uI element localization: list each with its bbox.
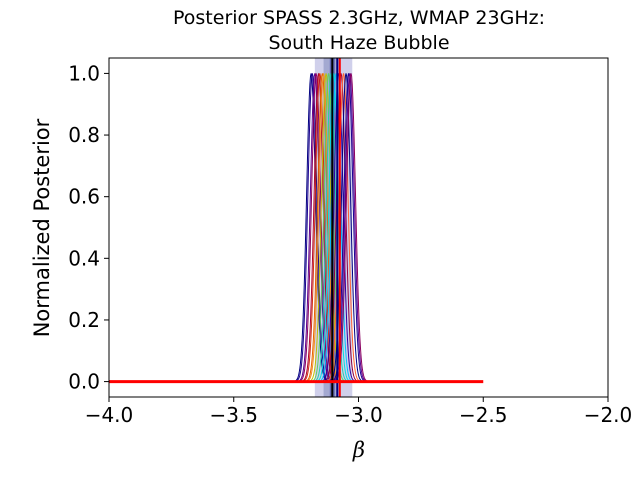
x-axis-label: β bbox=[352, 438, 365, 462]
x-tick-label: −2.0 bbox=[584, 403, 633, 427]
x-tick-label: −3.5 bbox=[209, 403, 258, 427]
y-tick-label: 1.0 bbox=[68, 61, 100, 85]
posterior-curve bbox=[318, 73, 355, 382]
axis-ticks: −4.0 −3.5 −3.0 −2.5 −2.0 0.0 0.2 0.4 0.6 0.8 1.0 bbox=[68, 61, 632, 427]
posterior-curve bbox=[320, 73, 357, 382]
y-tick-label: 0.4 bbox=[68, 246, 100, 270]
axes-frame bbox=[108, 57, 609, 398]
posterior-curve bbox=[323, 73, 360, 382]
posterior-curve bbox=[298, 73, 335, 382]
posterior-curve bbox=[305, 73, 342, 382]
plot-area bbox=[109, 58, 484, 397]
posterior-curve bbox=[315, 73, 352, 382]
y-tick-label: 0.6 bbox=[68, 185, 100, 209]
y-tick-label: 0.8 bbox=[68, 123, 100, 147]
posterior-curve bbox=[293, 73, 330, 382]
x-tick-label: −3.0 bbox=[334, 403, 383, 427]
x-tick-label: −4.0 bbox=[85, 403, 134, 427]
x-tick-label: −2.5 bbox=[459, 403, 508, 427]
y-axis-label: Normalized Posterior bbox=[30, 118, 54, 337]
chart-title-line2: South Haze Bubble bbox=[268, 32, 449, 54]
chart-title-line1: Posterior SPASS 2.3GHz, WMAP 23GHz: bbox=[173, 7, 545, 29]
posterior-curve bbox=[313, 73, 350, 382]
y-tick-label: 0.0 bbox=[68, 370, 100, 394]
posterior-curve bbox=[328, 73, 365, 382]
posterior-curve bbox=[300, 73, 337, 382]
y-tick-label: 0.2 bbox=[68, 308, 100, 332]
